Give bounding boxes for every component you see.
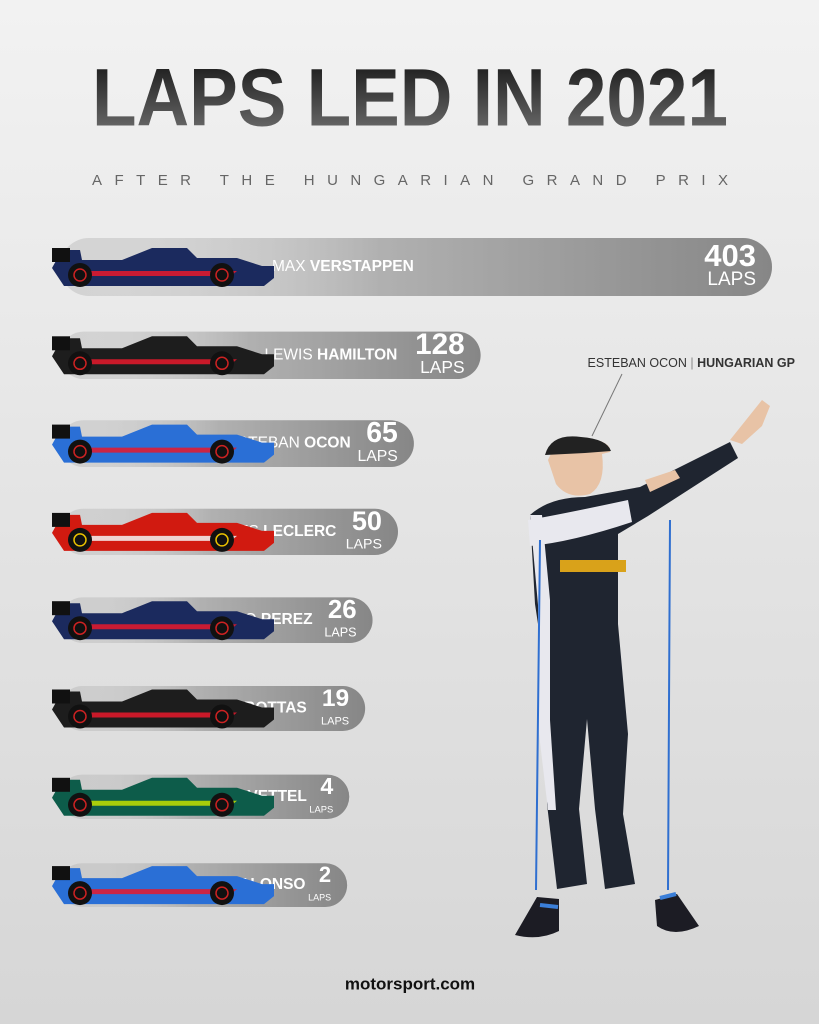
value-label: 128 <box>415 328 465 361</box>
car-wheel <box>210 439 234 464</box>
unit-label: LAPS <box>346 537 382 553</box>
car-wheel <box>210 792 234 817</box>
car-wheel <box>68 792 92 817</box>
car-wheel <box>68 527 92 552</box>
car-stripe <box>87 535 237 541</box>
value-label: 403 <box>704 238 756 273</box>
car-wheel <box>210 616 234 641</box>
car <box>52 777 274 817</box>
driver-figure <box>515 373 770 938</box>
car-rim <box>215 798 229 812</box>
car-rim <box>215 268 229 282</box>
car-wing <box>52 777 70 792</box>
car <box>52 424 274 464</box>
car-rim <box>73 798 87 812</box>
car-rim <box>215 356 229 371</box>
first-name: LEWIS <box>264 346 312 363</box>
car-rim <box>215 444 229 459</box>
last-name: LECLERC <box>263 523 336 540</box>
car-rim <box>215 533 229 547</box>
car-wing <box>52 601 70 616</box>
title: LAPS LED IN 2021 <box>92 53 728 144</box>
unit-label: LAPS <box>420 357 464 377</box>
annotation-event: HUNGARIAN GP <box>697 356 795 370</box>
value-label: 19 <box>322 685 349 712</box>
unit-label: LAPS <box>357 448 397 465</box>
car-stripe <box>87 359 237 365</box>
annotation-name: ESTEBAN OCON <box>588 356 687 370</box>
annotation-separator: | <box>687 356 697 370</box>
unit-label: LAPS <box>324 626 356 640</box>
car <box>52 336 274 376</box>
unit-label: LAPS <box>321 715 349 727</box>
car-wheel <box>68 351 92 376</box>
car-wheel <box>68 439 92 464</box>
unit-label: LAPS <box>309 803 333 814</box>
car-wing <box>52 689 70 704</box>
car-wing <box>52 866 70 881</box>
car-rim <box>73 886 87 900</box>
value-label: 65 <box>366 417 398 449</box>
value-label: 4 <box>320 773 333 799</box>
car-stripe <box>87 624 237 630</box>
value-label: 26 <box>328 596 357 624</box>
car <box>52 866 274 906</box>
car-stripe <box>87 800 237 806</box>
car-rim <box>215 709 229 724</box>
annotation: ESTEBAN OCON | HUNGARIAN GP <box>588 356 795 370</box>
car-stripe <box>87 889 237 895</box>
source-logo: motorsport.com <box>345 974 475 993</box>
first-name: MAX <box>272 258 306 275</box>
value-label: 50 <box>352 505 382 536</box>
last-name: OCON <box>304 435 351 452</box>
last-name: VERSTAPPEN <box>310 258 414 275</box>
driver-name: LEWIS HAMILTON <box>264 346 397 363</box>
car-rim <box>73 533 87 547</box>
car-rim <box>73 709 87 724</box>
car <box>52 689 274 729</box>
car-rim <box>215 621 229 635</box>
car-wheel <box>210 263 234 287</box>
unit-label: LAPS <box>707 269 756 290</box>
car-wheel <box>68 263 92 287</box>
car-stripe <box>87 271 237 276</box>
car-rim <box>73 444 87 459</box>
car-rim <box>215 886 229 900</box>
car-wheel <box>68 704 92 729</box>
car-rim <box>73 356 87 371</box>
car <box>52 601 274 641</box>
car-wheel <box>210 351 234 376</box>
last-name: HAMILTON <box>317 346 397 363</box>
car-stripe <box>87 447 237 453</box>
car-stripe <box>87 712 237 718</box>
driver-name: MAX VERSTAPPEN <box>272 258 414 275</box>
car-wheel <box>210 704 234 729</box>
car-wheel <box>210 881 234 906</box>
car-wing <box>52 512 70 527</box>
car-rim <box>73 621 87 635</box>
value-label: 2 <box>319 862 331 887</box>
car-wheel <box>68 616 92 641</box>
car-wing <box>52 336 70 351</box>
car <box>52 512 274 552</box>
car <box>52 248 274 287</box>
car-wing <box>52 248 70 262</box>
car-wing <box>52 424 70 439</box>
car-wheel <box>68 881 92 906</box>
car-rim <box>73 268 87 282</box>
unit-label: LAPS <box>308 892 331 902</box>
car-wheel <box>210 527 234 552</box>
